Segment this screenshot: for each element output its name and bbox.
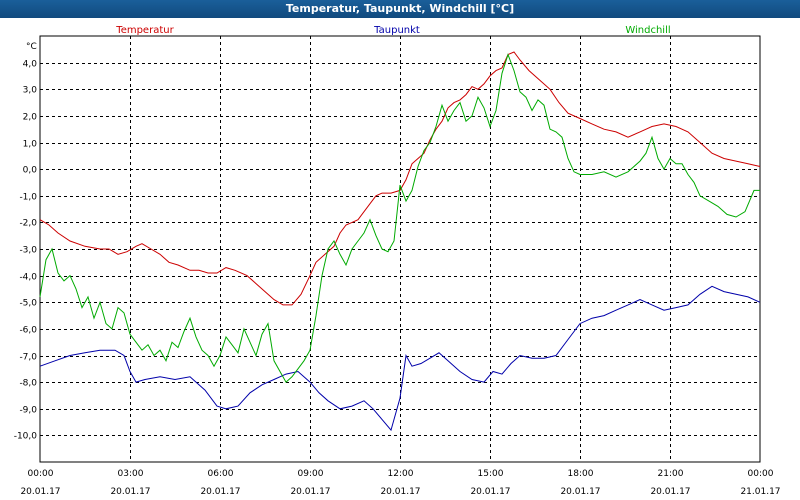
chart-title: Temperatur, Taupunkt, Windchill [°C] bbox=[0, 0, 800, 18]
y-tick-label: 3,0 bbox=[23, 86, 38, 96]
legend-taupunkt: Taupunkt bbox=[373, 25, 420, 36]
x-tick-date: 20.01.17 bbox=[290, 487, 330, 497]
x-tick-time: 21:00 bbox=[658, 469, 684, 479]
x-tick-time: 06:00 bbox=[208, 469, 234, 479]
y-axis-label: °C bbox=[26, 42, 37, 52]
x-tick-date: 20.01.17 bbox=[200, 487, 240, 497]
x-tick-date: 20.01.17 bbox=[110, 487, 150, 497]
x-tick-time: 03:00 bbox=[118, 469, 144, 479]
x-tick-date: 20.01.17 bbox=[20, 487, 60, 497]
legend-temperatur: Temperatur bbox=[115, 25, 174, 36]
chart-canvas: 4,0 3,0 2,0 1,0 0,0 -1,0 -2,0 -3,0 -4,0 -5,0 -6,0 -… bbox=[14, 25, 781, 497]
x-tick-date: 20.01.17 bbox=[380, 487, 420, 497]
y-tick-label: -8,0 bbox=[19, 379, 37, 389]
x-tick-time: 00:00 bbox=[748, 469, 774, 479]
y-tick-label: -10,0 bbox=[14, 432, 38, 442]
y-tick-label: -5,0 bbox=[19, 299, 37, 309]
y-tick-label: -3,0 bbox=[19, 246, 37, 256]
x-tick-time: 09:00 bbox=[298, 469, 324, 479]
x-tick-date: 20.01.17 bbox=[650, 487, 690, 497]
series-line-windchill bbox=[39, 53, 760, 383]
y-tick-label: 0,0 bbox=[23, 166, 38, 176]
legend-windchill: Windchill bbox=[625, 25, 670, 36]
x-tick-time: 12:00 bbox=[388, 469, 414, 479]
y-tick-label: -4,0 bbox=[19, 273, 37, 283]
y-tick-label: -1,0 bbox=[19, 193, 37, 203]
x-tick-date: 21.01.17 bbox=[740, 487, 780, 497]
x-tick-time: 15:00 bbox=[478, 469, 504, 479]
y-tick-label: 4,0 bbox=[23, 60, 38, 70]
y-tick-label: 1,0 bbox=[23, 140, 38, 150]
x-tick-time: 00:00 bbox=[28, 469, 54, 479]
x-tick-date: 20.01.17 bbox=[560, 487, 600, 497]
series-line-taupunkt bbox=[39, 285, 761, 432]
series-line-temperatur bbox=[39, 51, 761, 306]
y-tick-label: -6,0 bbox=[19, 326, 37, 336]
y-tick-label: 2,0 bbox=[23, 113, 38, 123]
y-tick-label: -7,0 bbox=[19, 353, 37, 363]
x-tick-date: 20.01.17 bbox=[470, 487, 510, 497]
x-tick-time: 18:00 bbox=[568, 469, 594, 479]
y-tick-label: -2,0 bbox=[19, 219, 37, 229]
y-tick-label: -9,0 bbox=[19, 406, 37, 416]
